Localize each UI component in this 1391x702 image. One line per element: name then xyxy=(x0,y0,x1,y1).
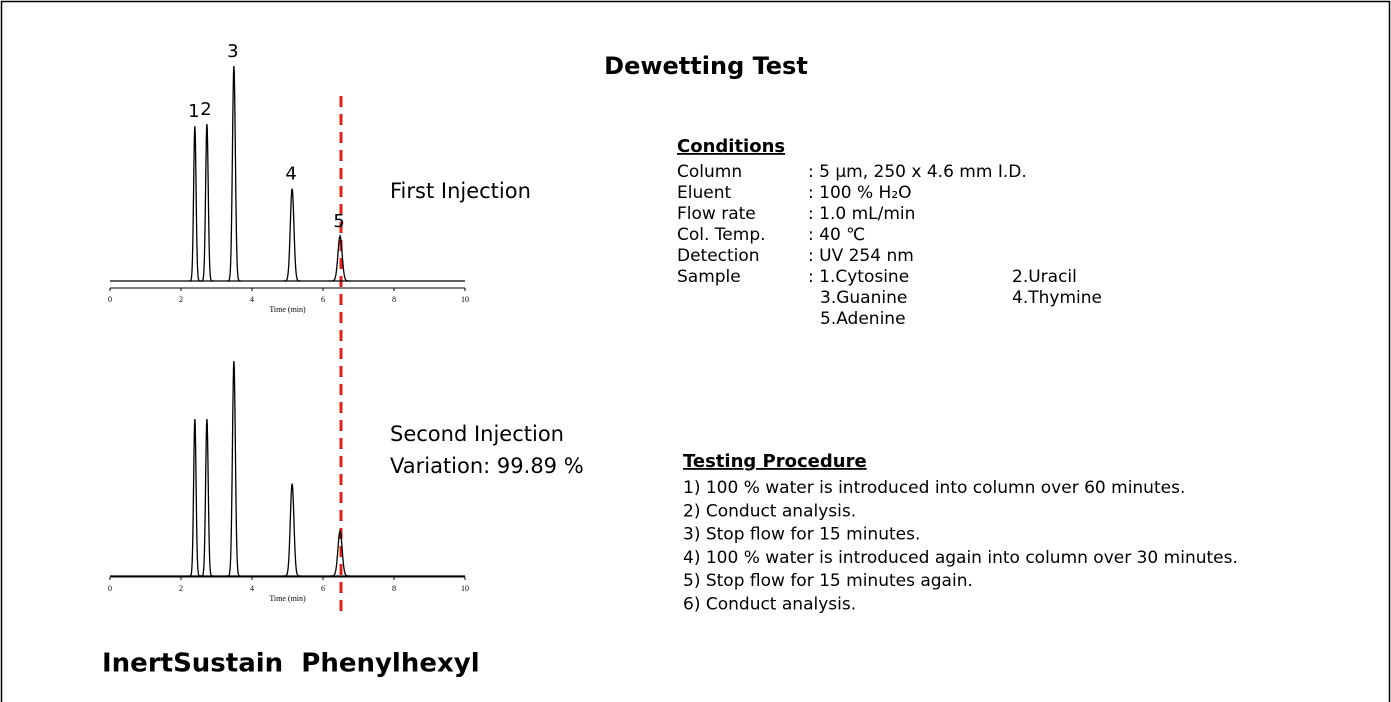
peak xyxy=(283,483,302,577)
peak-label: 5 xyxy=(333,211,344,232)
condition-text: 2.Uracil xyxy=(1012,267,1077,287)
procedure-step: 1) 100 % water is introduced into column… xyxy=(683,478,1185,498)
condition-text: : 1.0 mL/min xyxy=(808,204,915,224)
caption: First Injection xyxy=(390,179,531,203)
x-tick-label: 6 xyxy=(321,584,325,593)
title: Dewetting Test xyxy=(604,52,808,80)
condition-text: Eluent xyxy=(677,183,731,203)
condition-text: 5.Adenine xyxy=(820,309,906,329)
caption: Second Injection xyxy=(390,422,564,446)
x-tick-label: 8 xyxy=(392,295,396,304)
peak xyxy=(188,419,201,577)
x-tick-label: 10 xyxy=(461,584,469,593)
condition-text: : 5 µm, 250 x 4.6 mm I.D. xyxy=(808,162,1027,182)
axis: 0 2 4 6 8 10 Time (min) xyxy=(108,576,469,603)
condition-text: 3.Guanine xyxy=(820,288,907,308)
x-axis-label: Time (min) xyxy=(269,305,306,314)
peak xyxy=(226,360,242,577)
x-tick-label: 2 xyxy=(179,295,183,304)
procedure-step: 5) Stop flow for 15 minutes again. xyxy=(683,571,973,591)
procedure-step: 3) Stop flow for 15 minutes. xyxy=(683,525,920,545)
peak xyxy=(200,419,214,577)
peak xyxy=(188,126,201,282)
peak xyxy=(283,188,302,282)
condition-text: : UV 254 nm xyxy=(808,246,914,266)
condition-text: : 1.Cytosine xyxy=(808,267,909,287)
x-tick-label: 6 xyxy=(321,295,325,304)
x-axis-label: Time (min) xyxy=(269,594,306,603)
condition-text: Sample xyxy=(677,267,741,287)
x-tick-label: 10 xyxy=(461,295,469,304)
axis: 0 2 4 6 8 10 Time (min) xyxy=(108,287,469,314)
peak-label: 4 xyxy=(285,164,296,185)
condition-text: Flow rate xyxy=(677,204,756,224)
x-tick-label: 4 xyxy=(250,295,254,304)
condition-text: 4.Thymine xyxy=(1012,288,1102,308)
condition-text: Detection xyxy=(677,246,760,266)
peak-label: 3 xyxy=(227,41,238,62)
condition-text: : 100 % H₂O xyxy=(808,183,912,203)
procedure-step: 4) 100 % water is introduced again into … xyxy=(683,548,1238,568)
caption: Variation: 99.89 % xyxy=(390,454,584,478)
peak-label: 2 xyxy=(200,99,211,120)
peak xyxy=(226,65,242,282)
conditions-heading: Conditions xyxy=(677,136,785,157)
x-tick-label: 0 xyxy=(108,584,112,593)
x-tick-label: 4 xyxy=(250,584,254,593)
procedure-heading: Testing Procedure xyxy=(683,451,867,472)
peak xyxy=(329,528,351,577)
condition-text: Column xyxy=(677,162,742,182)
condition-text: Col. Temp. xyxy=(677,225,766,245)
procedure-step: 2) Conduct analysis. xyxy=(683,501,856,521)
x-tick-label: 2 xyxy=(179,584,183,593)
peak-label: 1 xyxy=(188,101,199,122)
procedure-step: 6) Conduct analysis. xyxy=(683,595,856,615)
column-name: InertSustain Phenylhexyl xyxy=(102,649,480,679)
peak xyxy=(200,124,214,282)
x-tick-label: 0 xyxy=(108,295,112,304)
peak xyxy=(329,233,351,282)
condition-text: : 40 ℃ xyxy=(808,225,865,245)
x-tick-label: 8 xyxy=(392,584,396,593)
